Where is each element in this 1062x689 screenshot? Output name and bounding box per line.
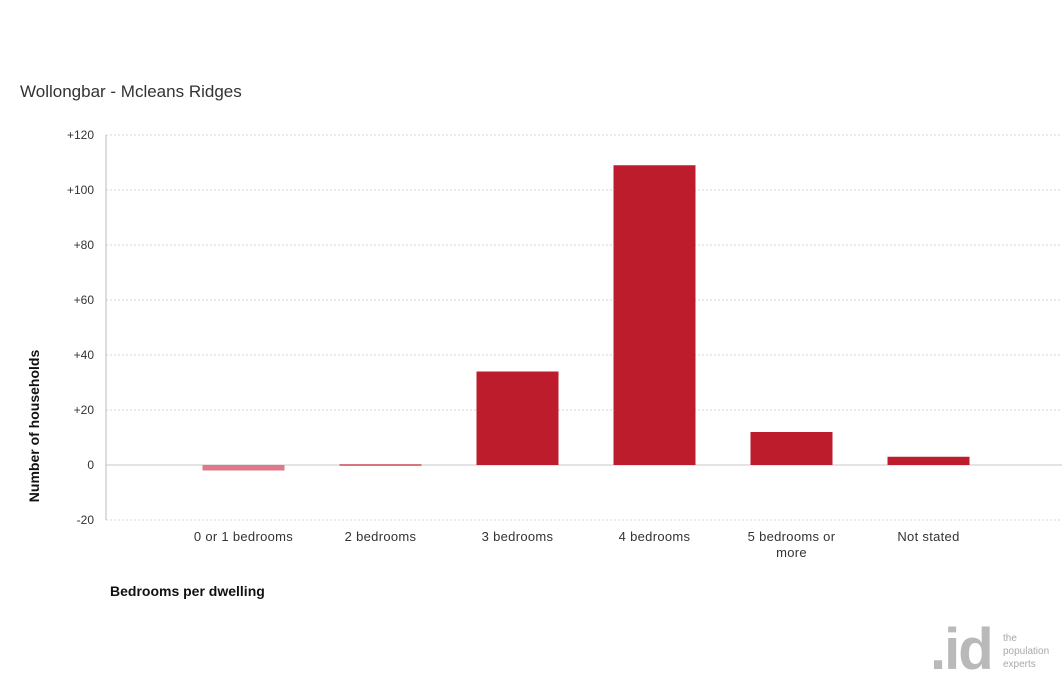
bar: [476, 371, 559, 465]
y-axis-title: Number of households: [26, 350, 42, 503]
y-tick-label: +60: [74, 293, 95, 307]
x-tick-label: 3 bedrooms: [482, 529, 554, 544]
x-tick-label: Not stated: [897, 529, 959, 544]
logo-tagline: the population experts: [1003, 632, 1049, 671]
x-axis-title: Bedrooms per dwelling: [110, 583, 265, 599]
y-tick-label: -20: [77, 513, 95, 527]
logo-mark: .id: [930, 617, 994, 682]
logo-tagline-line: the: [1003, 633, 1017, 644]
bars: [202, 165, 970, 471]
x-tick-label: 0 or 1 bedrooms: [194, 529, 293, 544]
y-axis-ticks: -20 0 +20 +40 +60 +80 +100 +120: [67, 128, 94, 527]
chart-title: Wollongbar - Mcleans Ridges: [20, 82, 242, 101]
y-tick-label: +80: [74, 238, 95, 252]
x-tick-label: 2 bedrooms: [345, 529, 417, 544]
y-tick-label: +40: [74, 348, 95, 362]
bar: [613, 165, 696, 465]
logo-tagline-line: experts: [1003, 659, 1036, 670]
x-tick-label: 5 bedrooms or more: [748, 529, 836, 560]
y-tick-label: +20: [74, 403, 95, 417]
x-tick-label: 4 bedrooms: [619, 529, 691, 544]
x-axis-ticks: 0 or 1 bedrooms 2 bedrooms 3 bedrooms 4 bed…: [194, 529, 959, 560]
id-logo: .id the population experts: [928, 617, 1062, 684]
bar: [887, 456, 970, 465]
y-tick-label: +100: [67, 183, 94, 197]
logo-tagline-line: population: [1003, 646, 1050, 657]
y-tick-label: +120: [67, 128, 94, 142]
bar: [339, 464, 422, 466]
bar: [750, 432, 833, 465]
y-tick-label: 0: [87, 458, 94, 472]
bar: [202, 465, 285, 471]
